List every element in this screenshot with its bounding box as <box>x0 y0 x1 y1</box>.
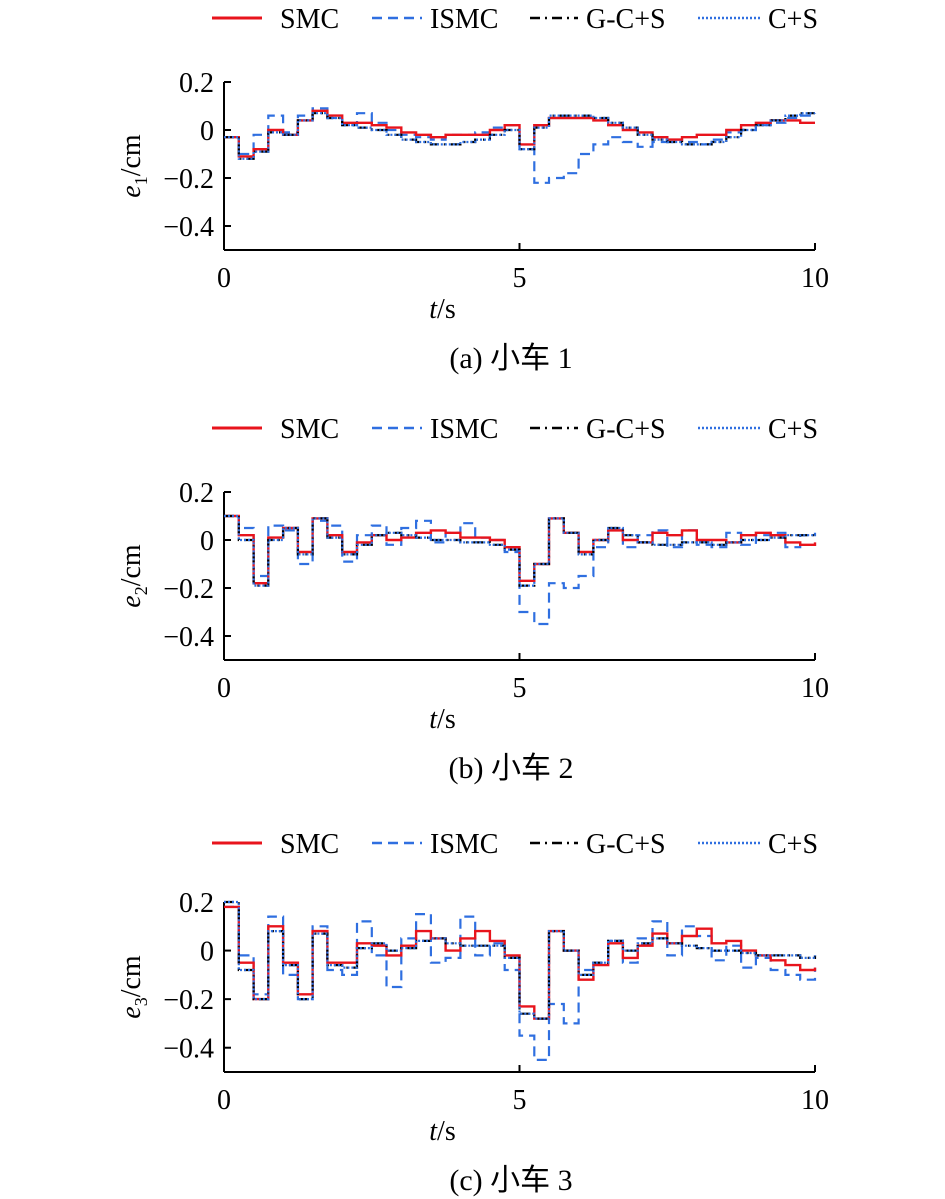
legend-label: SMC <box>280 829 339 860</box>
panel-caption: (b) 小车 2 <box>449 752 574 785</box>
legend-label: C+S <box>768 414 818 445</box>
legend-label: SMC <box>280 414 339 445</box>
x-tick-label: 5 <box>513 263 527 294</box>
x-axis-label: t/s <box>429 1116 455 1147</box>
series-line-c-s <box>224 112 815 160</box>
y-tick-label: −0.2 <box>163 574 214 605</box>
x-axis-label: t/s <box>429 294 455 325</box>
panel-caption: (a) 小车 1 <box>449 342 572 375</box>
y-tick-label: 0.2 <box>179 68 214 99</box>
x-tick-label: 5 <box>513 1085 527 1116</box>
x-tick-label: 10 <box>801 1085 829 1116</box>
legend: SMC ISMC G-C+S C+S <box>212 414 818 445</box>
legend: SMC ISMC G-C+S C+S <box>212 829 818 860</box>
x-tick-label: 0 <box>217 673 231 704</box>
y-tick-label: −0.2 <box>163 164 214 195</box>
legend-label: SMC <box>280 4 339 35</box>
y-tick-label: −0.4 <box>163 622 214 653</box>
y-tick-label: 0 <box>200 116 214 147</box>
legend-label: G-C+S <box>586 829 666 860</box>
legend-label: C+S <box>768 4 818 35</box>
y-tick-label: −0.4 <box>163 212 214 243</box>
series-line-smc <box>224 109 815 158</box>
x-tick-label: 0 <box>217 1085 231 1116</box>
legend-label: G-C+S <box>586 414 666 445</box>
series-line-c-s <box>224 514 815 587</box>
panel-caption: (c) 小车 3 <box>449 1164 572 1197</box>
y-tick-label: 0.2 <box>179 888 214 919</box>
series-line-g-c-s <box>224 900 817 1020</box>
legend: SMC ISMC G-C+S C+S <box>212 4 818 35</box>
legend-label: ISMC <box>430 4 498 35</box>
x-tick-label: 10 <box>801 263 829 294</box>
y-tick-label: 0.2 <box>179 478 214 509</box>
series-line-c-s <box>224 900 817 1020</box>
x-axis-label: t/s <box>429 704 455 735</box>
legend-label: G-C+S <box>586 4 666 35</box>
y-axis-label: e2/cm <box>116 544 151 608</box>
y-tick-label: −0.2 <box>163 985 214 1016</box>
legend-label: ISMC <box>430 829 498 860</box>
y-axis-label: e1/cm <box>116 134 151 198</box>
y-tick-label: 0 <box>200 937 214 968</box>
y-tick-label: −0.4 <box>163 1034 214 1065</box>
legend-label: ISMC <box>430 414 498 445</box>
y-tick-label: 0 <box>200 526 214 557</box>
panel-2: SMC ISMC G-C+S C+S0.20−0.2−0.40 5 10t/se2/cm(… <box>116 414 829 785</box>
x-tick-label: 0 <box>217 263 231 294</box>
y-axis-label: e3/cm <box>116 955 151 1019</box>
legend-label: C+S <box>768 829 818 860</box>
panel-3: SMC ISMC G-C+S C+S0.20−0.2−0.40 5 10t/se3/cm(… <box>116 829 829 1197</box>
x-tick-label: 5 <box>513 673 527 704</box>
x-tick-label: 10 <box>801 673 829 704</box>
panel-1: SMC ISMC G-C+S C+S0.20−0.2−0.40 5 10t/se1/cm(… <box>116 4 829 375</box>
